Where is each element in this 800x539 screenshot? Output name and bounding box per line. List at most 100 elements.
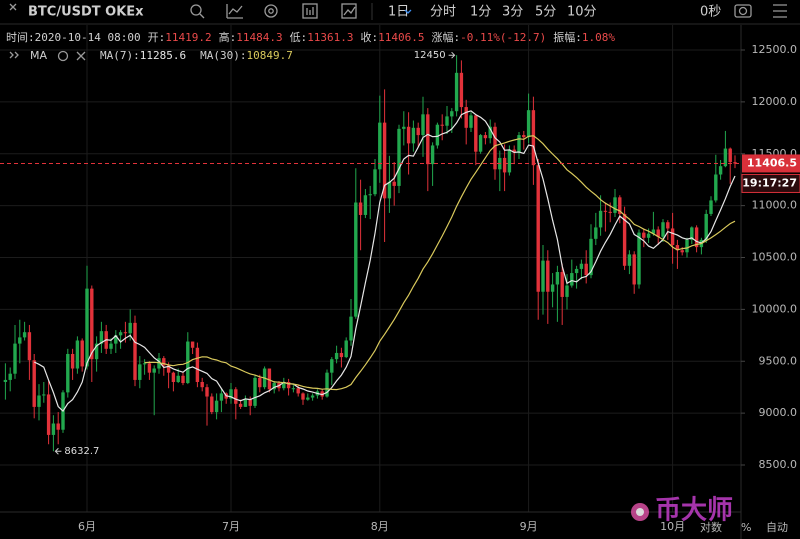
scale-option[interactable]: % [741, 521, 751, 534]
search-icon-handle [199, 13, 205, 19]
candle-body [368, 194, 372, 196]
info-value: -0.11%(-12.7) [460, 31, 546, 44]
candle-body [488, 126, 492, 139]
candle-body [656, 229, 660, 237]
menu-icon[interactable] [773, 4, 787, 18]
candle-body [694, 227, 699, 248]
interval-tab[interactable]: 1分 [470, 5, 491, 20]
candle-body [13, 343, 17, 374]
candle-body [56, 423, 60, 430]
search-icon[interactable] [190, 4, 202, 16]
candle-body [90, 288, 94, 360]
ma-line [144, 135, 736, 391]
candle-body [627, 254, 632, 266]
candle-body [85, 288, 89, 367]
candle-body [238, 403, 243, 407]
candle-body [320, 391, 324, 397]
candle-body [555, 272, 560, 285]
x-tick-label: 8月 [371, 520, 389, 533]
candle-body [426, 114, 430, 165]
interval-tab[interactable]: 3分 [502, 5, 523, 20]
symbol[interactable]: BTC/USDT OKEx [28, 5, 144, 20]
candle-body [560, 272, 564, 297]
settings-icon-core [268, 8, 274, 14]
candle-body [114, 335, 118, 344]
candle-body [522, 135, 526, 138]
candle-body [661, 222, 665, 237]
candle-body [507, 149, 512, 173]
candle-body [435, 124, 440, 146]
info-label: 振幅: [553, 30, 582, 44]
candle-body [584, 263, 588, 276]
candle-body [27, 332, 32, 361]
ma-line [33, 110, 736, 413]
indicator-remove[interactable] [76, 51, 86, 61]
legend-label: MA(7): [100, 49, 140, 62]
candle-body [219, 393, 224, 401]
candle-body [373, 169, 377, 195]
logo-center [636, 508, 644, 516]
candle-body [142, 363, 147, 365]
candle-body [200, 382, 204, 388]
candle-body [565, 285, 569, 297]
settings-icon[interactable] [264, 4, 278, 18]
candle-body [123, 332, 128, 334]
axes: 8500.0 9000.0 9500.0 10000.0 10500.0 11000.0 1… [78, 43, 800, 533]
scale-option[interactable]: 对数 [700, 520, 722, 534]
candle-body [330, 359, 334, 373]
candle-body [632, 254, 636, 285]
candle-body [531, 110, 536, 166]
scale-option[interactable]: 自动 [766, 521, 788, 534]
last-price-box [742, 154, 800, 173]
candle-body [243, 399, 248, 407]
y-tick-label: 11000.0 [752, 199, 798, 212]
high-annotation: 12450 [414, 50, 446, 61]
y-tick-label: 12000.0 [752, 95, 798, 108]
candle-body [421, 114, 425, 136]
candle-body [675, 245, 680, 251]
candle-body [685, 239, 689, 253]
collapse-icon[interactable] [9, 51, 19, 59]
candle-body [718, 166, 723, 175]
candle-body [306, 397, 310, 400]
dropdown-chevron[interactable] [404, 9, 412, 14]
candle-body [402, 126, 406, 129]
candle-body [181, 375, 185, 384]
camera-icon[interactable] [734, 4, 752, 18]
close-icon[interactable] [9, 3, 17, 11]
candle-body [80, 340, 84, 367]
candle-body [464, 107, 468, 128]
toolbar: BTC/USDT OKEx 1日 分时 1分 3分 5分 10分 0秒 [0, 3, 800, 25]
candle-body [128, 322, 132, 334]
info-label: 高: [219, 30, 237, 44]
candle-body [66, 353, 70, 393]
candle-body [459, 72, 464, 108]
candle-body [344, 340, 348, 358]
candle-body [286, 382, 291, 389]
layout-icon[interactable] [302, 3, 318, 19]
draw-icon[interactable] [341, 3, 357, 19]
interval-tab[interactable]: 分时 [430, 5, 456, 20]
indicator-settings[interactable] [57, 50, 69, 62]
interval-tab[interactable]: 10分 [567, 5, 597, 20]
interval-tab[interactable]: 5分 [535, 5, 556, 20]
candle-body [325, 372, 329, 397]
candle-body [483, 135, 488, 139]
legend: MA(7):11285.6 MA(30):10849.7 [100, 49, 293, 62]
info-value: 11406.5 [378, 31, 424, 44]
candle-body [603, 210, 608, 212]
candle-body [267, 368, 272, 390]
candle-body [512, 149, 516, 153]
candle-body [94, 343, 99, 360]
candle-body [478, 135, 483, 152]
info-value: 2020-10-14 08:00 [35, 31, 141, 44]
indicator-name[interactable]: MA [30, 49, 47, 62]
indicator-icon[interactable] [226, 4, 243, 19]
candle-body [210, 396, 214, 413]
interval-tab[interactable]: 1日 [388, 5, 409, 20]
ohlc-info: 时间:2020-10-14 08:00 开:11419.2 高:11484.3 低:1… [6, 30, 615, 44]
timer[interactable]: 0秒 [700, 5, 721, 20]
candle-body [526, 110, 531, 138]
